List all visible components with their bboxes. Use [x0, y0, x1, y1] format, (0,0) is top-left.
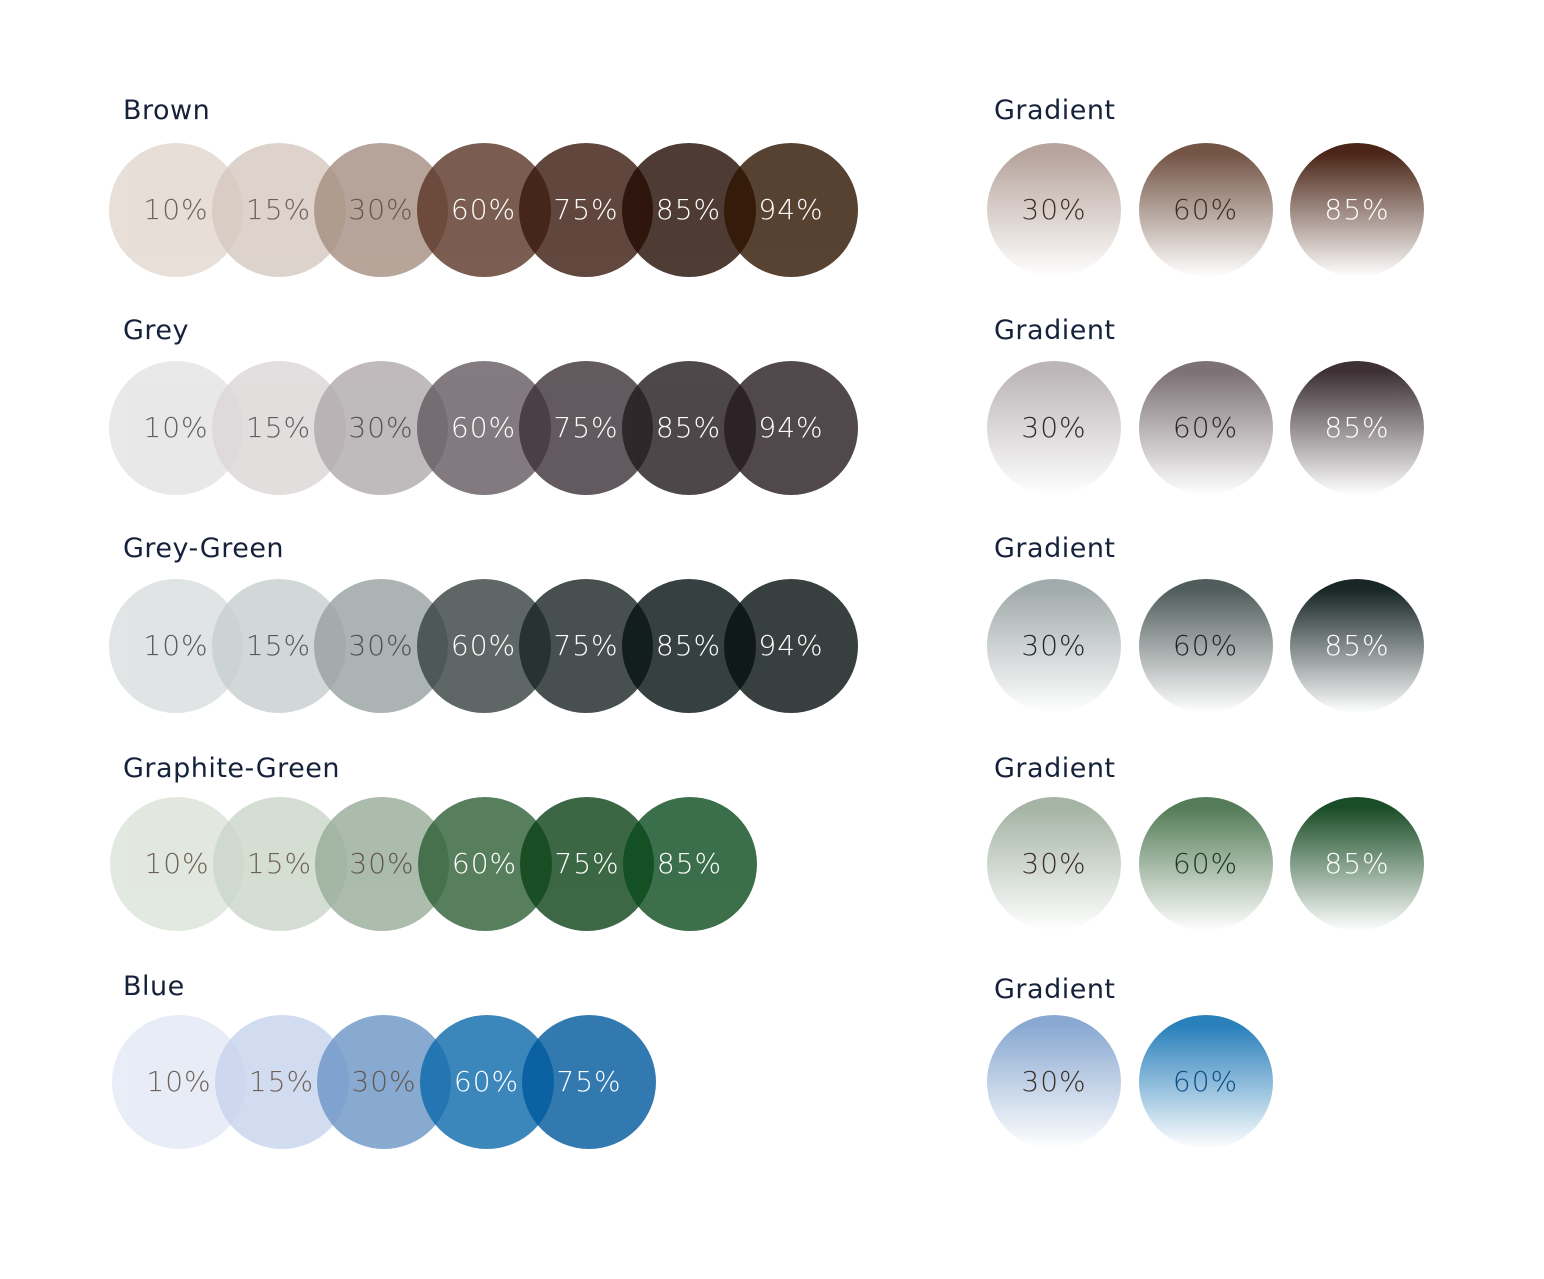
- gradient-swatch-label: 60%: [1172, 847, 1239, 880]
- brown-title: Brown: [123, 95, 211, 126]
- graphite-green-gradient-title: Gradient: [994, 753, 1116, 784]
- gradient-swatch-30-percent: 30%: [987, 1015, 1121, 1149]
- swatch-label: 94%: [758, 629, 824, 662]
- swatch-label: 30%: [351, 1065, 417, 1098]
- swatch-label: 75%: [553, 629, 619, 662]
- grey-green-gradient-swatches: 30% 60% 85%: [987, 579, 1424, 713]
- swatch-label: 75%: [553, 411, 619, 444]
- graphite-green-gradient-swatches: 30% 60% 85%: [987, 797, 1424, 931]
- swatch-label: 30%: [348, 629, 414, 662]
- gradient-swatch-30-percent: 30%: [987, 579, 1121, 713]
- swatch-label: 10%: [144, 847, 210, 880]
- swatch-label: 30%: [348, 411, 414, 444]
- gradient-swatch-label: 30%: [1021, 411, 1087, 444]
- swatch-label: 60%: [450, 411, 517, 444]
- gradient-swatch-85-percent: 85%: [1290, 143, 1424, 277]
- gradient-swatch-label: 60%: [1172, 1065, 1239, 1098]
- gradient-swatch-label: 30%: [1021, 847, 1087, 880]
- swatch-94-percent: 94%: [724, 361, 858, 495]
- swatch-label: 85%: [655, 411, 722, 444]
- gradient-swatch-label: 60%: [1172, 411, 1239, 444]
- gradient-swatch-60-percent: 60%: [1138, 361, 1273, 495]
- blue-swatches: 10% 15% 30% 60% 75%: [112, 1015, 656, 1149]
- blue-title: Blue: [123, 971, 185, 1002]
- gradient-swatch-60-percent: 60%: [1138, 579, 1273, 713]
- gradient-swatch-85-percent: 85%: [1290, 579, 1424, 713]
- gradient-swatch-label: 30%: [1021, 629, 1087, 662]
- brown-gradient-swatches: 30% 60% 85%: [987, 143, 1424, 277]
- swatch-label: 75%: [553, 193, 619, 226]
- blue-gradient-swatches: 30% 60%: [987, 1015, 1273, 1149]
- brown-gradient-title: Gradient: [994, 95, 1116, 126]
- grey-green-gradient-title: Gradient: [994, 533, 1116, 564]
- gradient-swatch-label: 85%: [1324, 193, 1390, 226]
- swatch-label: 85%: [655, 193, 722, 226]
- swatch-label: 94%: [758, 411, 824, 444]
- swatch-label: 75%: [556, 1065, 622, 1098]
- swatch-75-percent: 75%: [519, 361, 653, 495]
- swatch-label: 60%: [453, 1065, 520, 1098]
- grey-green-swatches: 10% 15% 30% 60% 75% 85% 94%: [109, 579, 858, 713]
- gradient-swatch-60-percent: 60%: [1138, 143, 1273, 277]
- grey-gradient-swatches: 30% 60% 85%: [987, 361, 1424, 495]
- swatch-label: 10%: [143, 193, 209, 226]
- swatch-label: 30%: [349, 847, 415, 880]
- swatch-label: 75%: [554, 847, 620, 880]
- swatch-60-percent: 60%: [416, 579, 551, 713]
- swatch-label: 15%: [248, 1065, 315, 1098]
- gradient-swatch-85-percent: 85%: [1290, 797, 1424, 931]
- swatch-94-percent: 94%: [724, 579, 858, 713]
- graphite-green-title: Graphite-Green: [123, 753, 341, 784]
- swatch-85-percent: 85%: [622, 797, 757, 931]
- gradient-swatch-60-percent: 60%: [1138, 1015, 1273, 1149]
- gradient-swatch-60-percent: 60%: [1138, 797, 1273, 931]
- gradient-swatch-label: 85%: [1324, 847, 1390, 880]
- gradient-swatch-30-percent: 30%: [987, 797, 1121, 931]
- swatch-label: 60%: [451, 847, 518, 880]
- swatch-label: 15%: [245, 629, 312, 662]
- swatch-label: 10%: [143, 411, 209, 444]
- grey-gradient-title: Gradient: [994, 315, 1116, 346]
- swatch-label: 15%: [245, 193, 312, 226]
- swatch-75-percent: 75%: [522, 1015, 656, 1149]
- swatch-label: 10%: [146, 1065, 212, 1098]
- swatch-label: 85%: [656, 847, 723, 880]
- swatch-label: 10%: [143, 629, 209, 662]
- swatch-label: 94%: [758, 193, 824, 226]
- swatch-94-percent: 94%: [724, 143, 858, 277]
- gradient-swatch-30-percent: 30%: [987, 143, 1121, 277]
- blue-gradient-title: Gradient: [994, 974, 1116, 1005]
- gradient-swatch-label: 30%: [1021, 1065, 1087, 1098]
- swatch-label: 15%: [245, 411, 312, 444]
- swatch-label: 85%: [655, 629, 722, 662]
- swatch-15-percent: 15%: [214, 1015, 349, 1149]
- gradient-swatch-label: 60%: [1172, 629, 1239, 662]
- gradient-swatch-30-percent: 30%: [987, 361, 1121, 495]
- gradient-swatch-85-percent: 85%: [1290, 361, 1424, 495]
- brown-swatches: 10% 15% 30% 60% 75% 85% 94%: [109, 143, 858, 277]
- grey-swatches: 10% 15% 30% 60% 75% 85% 94%: [109, 361, 858, 495]
- gradient-swatch-label: 85%: [1324, 411, 1390, 444]
- swatch-label: 60%: [450, 193, 517, 226]
- grey-green-title: Grey-Green: [123, 533, 285, 564]
- gradient-swatch-label: 60%: [1172, 193, 1239, 226]
- swatch-label: 30%: [348, 193, 414, 226]
- gradient-swatch-label: 30%: [1021, 193, 1087, 226]
- grey-title: Grey: [123, 315, 190, 346]
- swatch-label: 15%: [246, 847, 313, 880]
- swatch-15-percent: 15%: [212, 797, 347, 931]
- gradient-swatch-label: 85%: [1324, 629, 1390, 662]
- swatch-label: 60%: [450, 629, 517, 662]
- graphite-green-swatches: 10% 15% 30% 60% 75% 85%: [110, 797, 757, 931]
